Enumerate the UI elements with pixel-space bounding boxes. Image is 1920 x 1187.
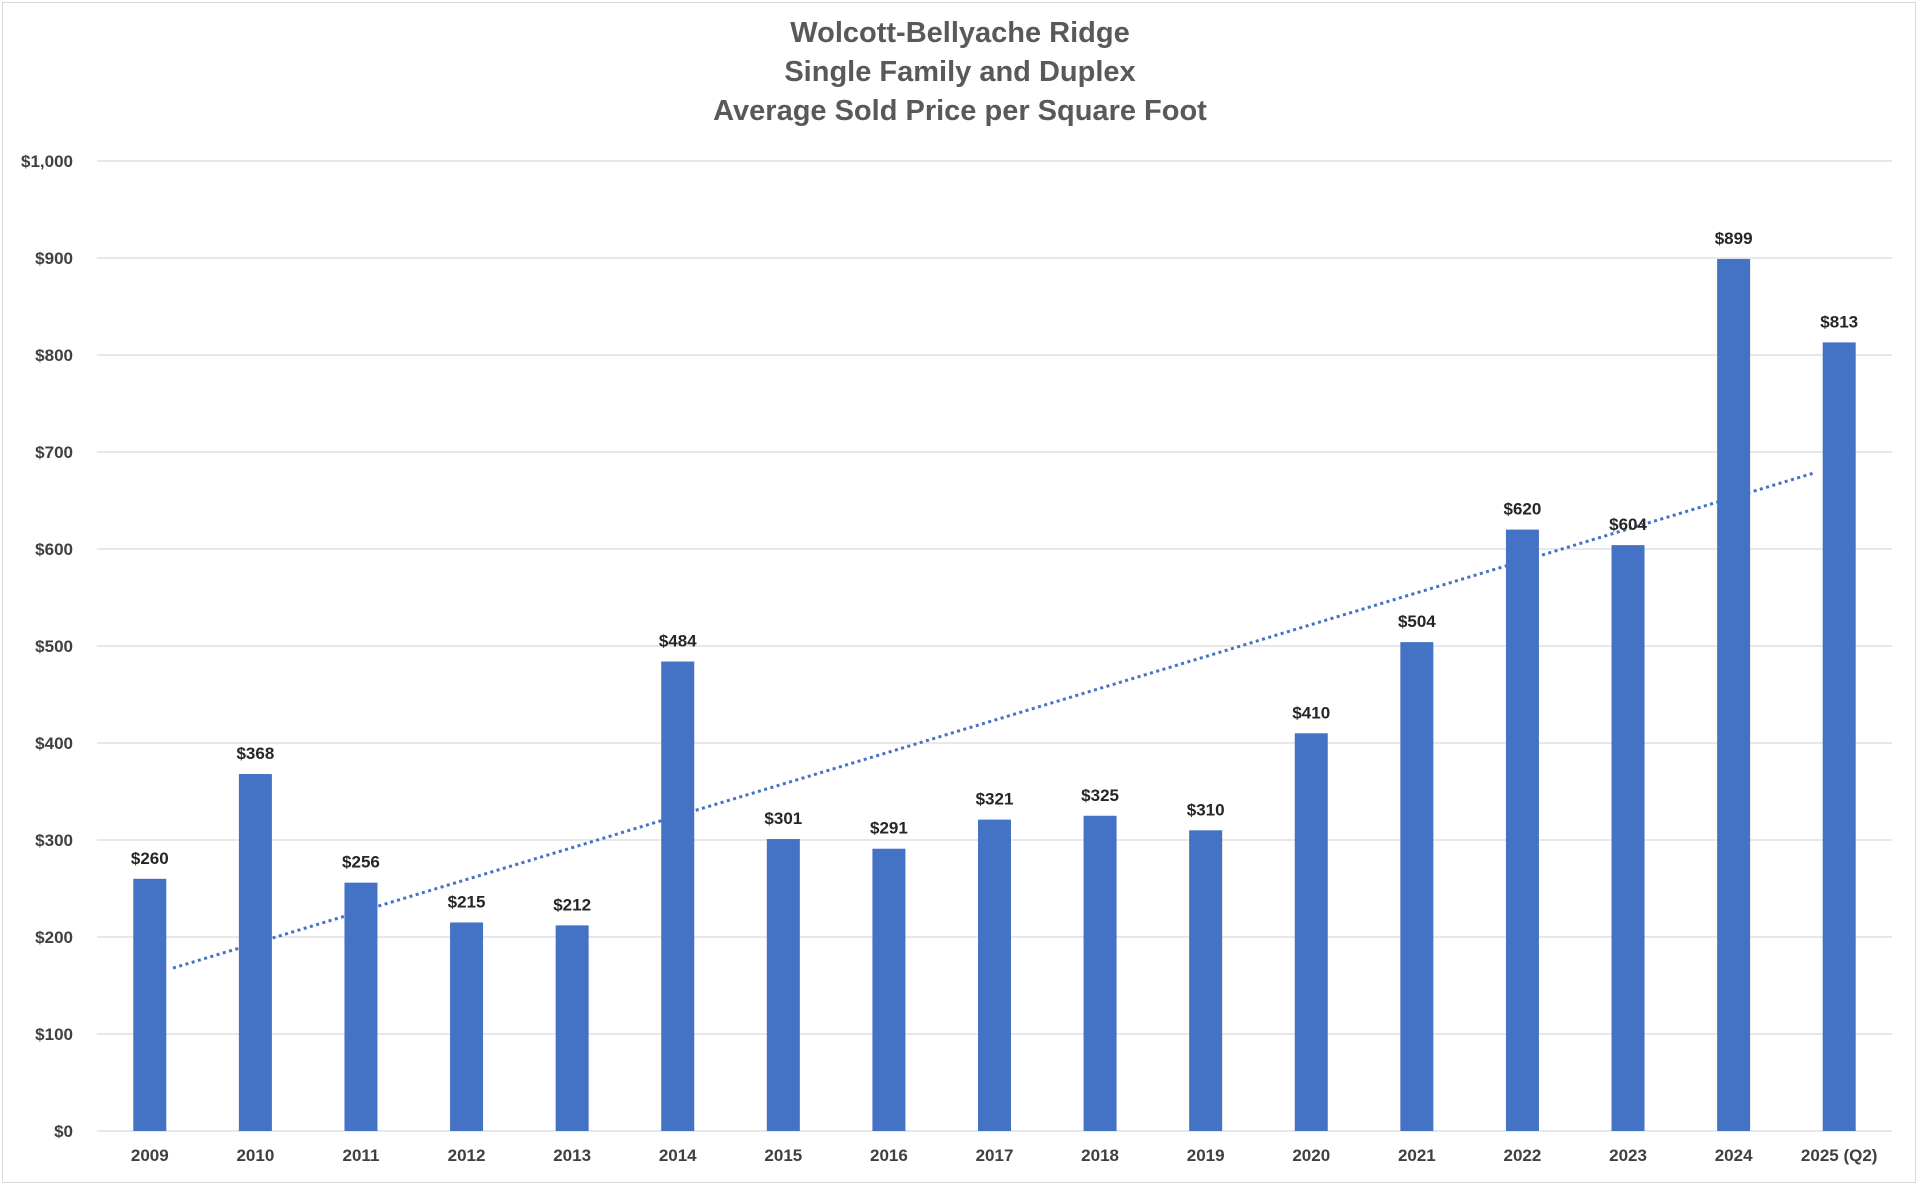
data-label: $368 [236,744,274,763]
x-axis-tick-labels: 2009 2010 2011 2012 2013 2014 2015 2016 2017 2018… [131,1146,1878,1165]
chart-title-line-1: Wolcott-Bellyache Ridge [790,17,1130,49]
trendline [172,470,1817,970]
bars [133,258,1856,1132]
data-label: $620 [1504,500,1542,519]
bar-2019 [1189,830,1223,1131]
bar-2015 [766,839,800,1131]
y-tick-label: $400 [35,734,73,753]
bar-2025-Q2 [1822,342,1856,1131]
x-tick-label: 2017 [976,1146,1014,1165]
data-label: $410 [1292,703,1330,722]
data-label: $899 [1715,229,1753,248]
bar-2016 [872,848,906,1131]
y-tick-label: $900 [35,249,73,268]
x-tick-label: 2015 [764,1146,802,1165]
y-tick-label: $200 [35,928,73,947]
x-tick-label: 2016 [870,1146,908,1165]
trendline-layer [172,470,1817,970]
x-tick-label: 2010 [236,1146,274,1165]
x-tick-label: 2025 (Q2) [1801,1146,1878,1165]
y-tick-label: $300 [35,831,73,850]
data-label: $321 [976,790,1014,809]
data-label: $504 [1398,612,1436,631]
x-tick-label: 2021 [1398,1146,1436,1165]
y-tick-label: $100 [35,1025,73,1044]
data-label: $215 [448,892,486,911]
data-label: $325 [1081,786,1119,805]
data-label: $260 [131,849,169,868]
x-tick-label: 2011 [343,1146,380,1165]
bar-2011 [344,882,378,1131]
x-tick-label: 2012 [448,1146,486,1165]
chart-title-line-2: Single Family and Duplex [784,56,1136,88]
bar-2021 [1400,642,1434,1131]
chart-title: Wolcott-Bellyache Ridge Single Family an… [0,14,1920,131]
y-tick-label: $800 [35,346,73,365]
bar-2012 [450,922,484,1131]
data-label: $291 [870,819,908,838]
x-tick-label: 2023 [1609,1146,1647,1165]
data-labels: $260 $368 $256 $215 $212 $484 $301 $291 $321 $325… [131,229,1858,914]
data-label: $813 [1820,312,1858,331]
bar-2024 [1717,258,1751,1132]
bar-2018 [1083,815,1117,1131]
x-tick-label: 2024 [1715,1146,1753,1165]
x-tick-label: 2013 [553,1146,591,1165]
y-tick-label: $600 [35,540,73,559]
data-label: $484 [659,632,697,651]
x-tick-label: 2018 [1081,1146,1119,1165]
bar-2014 [661,661,695,1131]
chart-title-line-3: Average Sold Price per Square Foot [713,95,1207,127]
bar-2022 [1505,529,1539,1131]
bar-2023 [1611,545,1645,1131]
y-tick-label: $500 [35,637,73,656]
x-tick-label: 2020 [1292,1146,1330,1165]
x-tick-label: 2009 [131,1146,169,1165]
x-tick-label: 2022 [1504,1146,1542,1165]
bar-2017 [978,819,1011,1131]
bar-2013 [555,925,589,1131]
data-label: $212 [553,895,591,914]
y-tick-label: $1,000 [21,152,73,171]
y-tick-label: $700 [35,443,73,462]
data-label: $301 [764,809,802,828]
data-label: $604 [1609,515,1647,534]
bar-2020 [1294,733,1328,1131]
data-label: $256 [342,853,380,872]
bar-2009 [133,878,167,1131]
y-tick-label: $0 [54,1122,73,1141]
data-label: $310 [1187,800,1225,819]
bar-2010 [238,774,272,1131]
y-axis-tick-labels: $0 $100 $200 $300 $400 $500 $600 $700 $800 $900 $1… [21,152,73,1141]
x-tick-label: 2014 [659,1146,697,1165]
x-tick-label: 2019 [1187,1146,1225,1165]
